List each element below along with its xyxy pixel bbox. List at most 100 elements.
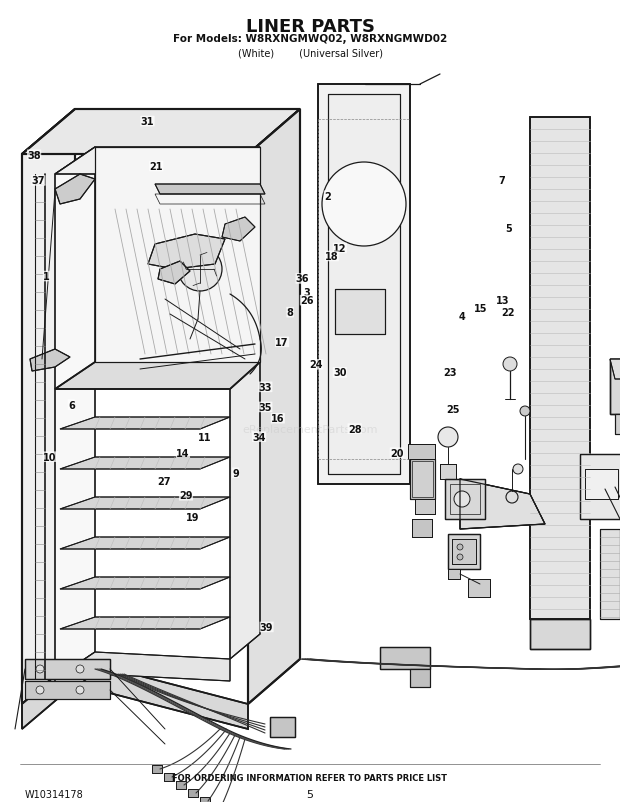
Polygon shape: [600, 529, 620, 619]
Polygon shape: [585, 469, 618, 500]
Polygon shape: [25, 659, 110, 679]
Text: 33: 33: [259, 383, 272, 392]
Text: 11: 11: [198, 432, 211, 442]
Circle shape: [76, 665, 84, 673]
Text: 17: 17: [275, 338, 289, 347]
Text: 37: 37: [32, 176, 45, 186]
Text: 16: 16: [271, 414, 285, 423]
Polygon shape: [248, 110, 300, 704]
Polygon shape: [615, 415, 620, 435]
Text: 29: 29: [179, 491, 193, 500]
Polygon shape: [55, 148, 260, 175]
Polygon shape: [148, 235, 225, 269]
Polygon shape: [452, 539, 476, 565]
Circle shape: [513, 464, 523, 475]
Text: 31: 31: [141, 117, 154, 127]
Polygon shape: [155, 184, 265, 195]
Polygon shape: [328, 95, 400, 475]
Text: 15: 15: [474, 304, 488, 314]
Polygon shape: [415, 500, 435, 514]
Polygon shape: [412, 520, 432, 537]
Circle shape: [36, 687, 44, 695]
Circle shape: [322, 163, 406, 247]
Text: 9: 9: [232, 468, 239, 478]
Polygon shape: [152, 765, 162, 773]
Text: 26: 26: [300, 296, 314, 306]
Polygon shape: [335, 290, 385, 334]
Polygon shape: [410, 460, 435, 500]
Polygon shape: [60, 577, 230, 589]
Polygon shape: [55, 652, 230, 699]
Text: 39: 39: [260, 622, 273, 632]
Circle shape: [36, 665, 44, 673]
Circle shape: [438, 427, 458, 448]
Text: 8: 8: [286, 308, 294, 318]
Polygon shape: [25, 681, 110, 699]
Polygon shape: [60, 497, 230, 509]
Polygon shape: [380, 647, 430, 669]
Circle shape: [454, 492, 470, 508]
Polygon shape: [164, 773, 174, 781]
Polygon shape: [610, 359, 620, 415]
Polygon shape: [230, 148, 260, 659]
Polygon shape: [22, 110, 300, 155]
Circle shape: [178, 248, 222, 292]
Polygon shape: [22, 110, 75, 704]
Polygon shape: [60, 418, 230, 429]
Text: 18: 18: [325, 252, 339, 261]
Polygon shape: [55, 148, 95, 679]
Polygon shape: [22, 659, 248, 729]
Text: 3: 3: [304, 288, 310, 298]
Text: 4: 4: [459, 312, 465, 322]
Polygon shape: [468, 579, 490, 597]
Text: 21: 21: [149, 162, 163, 172]
Polygon shape: [55, 363, 260, 390]
Text: 35: 35: [259, 403, 272, 412]
Polygon shape: [176, 781, 186, 789]
Text: 23: 23: [443, 368, 456, 378]
Polygon shape: [270, 717, 295, 737]
Polygon shape: [530, 118, 590, 619]
Text: 24: 24: [309, 360, 323, 370]
Text: 22: 22: [502, 308, 515, 318]
Text: 5: 5: [505, 224, 511, 233]
Text: 13: 13: [495, 296, 509, 306]
Polygon shape: [30, 350, 70, 371]
Polygon shape: [60, 618, 230, 630]
Text: 7: 7: [499, 176, 505, 185]
Polygon shape: [410, 669, 430, 687]
Text: 34: 34: [252, 432, 266, 442]
Polygon shape: [448, 534, 480, 569]
Text: 28: 28: [348, 424, 361, 434]
Polygon shape: [530, 619, 590, 649]
Text: 5: 5: [306, 789, 314, 799]
Text: 38: 38: [27, 151, 41, 160]
Text: 19: 19: [185, 512, 199, 522]
Text: (White)        (Universal Silver): (White) (Universal Silver): [237, 48, 383, 58]
Text: LINER PARTS: LINER PARTS: [246, 18, 374, 36]
Circle shape: [76, 687, 84, 695]
Polygon shape: [580, 455, 620, 520]
Text: 2: 2: [324, 192, 330, 201]
Polygon shape: [445, 480, 485, 520]
Text: For Models: W8RXNGMWQ02, W8RXNGMWD02: For Models: W8RXNGMWQ02, W8RXNGMWD02: [173, 34, 447, 44]
Polygon shape: [610, 359, 620, 379]
Text: 12: 12: [333, 244, 347, 253]
Text: 6: 6: [68, 400, 74, 410]
Polygon shape: [408, 444, 435, 460]
Text: 10: 10: [43, 452, 56, 462]
Text: 1: 1: [43, 272, 50, 282]
Circle shape: [503, 358, 517, 371]
Polygon shape: [60, 537, 230, 549]
Polygon shape: [440, 464, 456, 480]
Text: eReplacementParts.com: eReplacementParts.com: [242, 424, 378, 435]
Polygon shape: [460, 480, 545, 529]
Text: FOR ORDERING INFORMATION REFER TO PARTS PRICE LIST: FOR ORDERING INFORMATION REFER TO PARTS …: [172, 773, 448, 782]
Polygon shape: [200, 797, 210, 802]
Circle shape: [506, 492, 518, 504]
Text: 25: 25: [446, 404, 459, 414]
Text: 27: 27: [157, 476, 171, 486]
Text: 36: 36: [296, 274, 309, 284]
Circle shape: [457, 554, 463, 561]
Polygon shape: [55, 175, 95, 205]
